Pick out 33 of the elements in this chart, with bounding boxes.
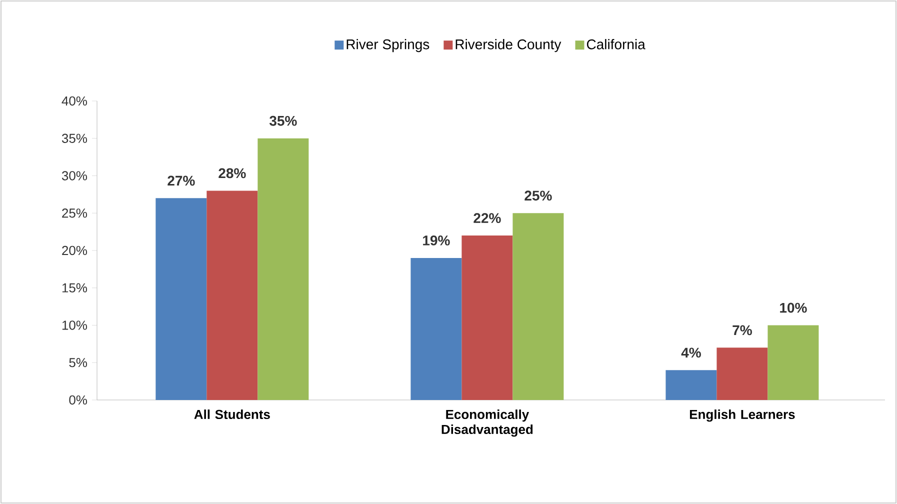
data-label: 28% — [218, 168, 246, 178]
data-label: 22% — [474, 213, 501, 224]
y-tick-label: 20% — [62, 246, 88, 256]
bar — [666, 370, 717, 400]
bar — [258, 138, 309, 400]
x-tick-label: All Students — [194, 410, 270, 420]
data-label: 4% — [681, 348, 701, 358]
bar — [462, 236, 513, 400]
y-tick-label: 10% — [62, 320, 88, 330]
y-tick-label: 0% — [69, 395, 88, 405]
data-label: 25% — [524, 190, 552, 201]
data-label: 35% — [269, 116, 297, 126]
y-tick-label: 30% — [62, 171, 88, 180]
x-tick-label: English Learners — [690, 410, 795, 422]
bar — [206, 190, 258, 400]
x-tick-label: Economically Disadvantaged — [442, 410, 533, 437]
bar — [156, 198, 207, 400]
y-tick-label: 35% — [62, 134, 88, 143]
data-label: 10% — [780, 302, 807, 313]
bar — [716, 348, 768, 400]
data-label: 27% — [168, 176, 195, 186]
y-tick-label: 15% — [62, 283, 88, 292]
y-tick-label: 5% — [69, 358, 88, 368]
y-tick-label: 40% — [62, 96, 88, 106]
bar — [410, 258, 462, 400]
y-tick-label: 25% — [62, 208, 88, 218]
legend-label: River Springs — [346, 39, 430, 52]
bar — [768, 325, 819, 400]
data-label: 19% — [423, 236, 450, 246]
legend-label: California — [586, 39, 646, 50]
bar — [512, 213, 564, 400]
data-label: 7% — [732, 325, 752, 336]
legend-label: Riverside County — [456, 39, 562, 52]
